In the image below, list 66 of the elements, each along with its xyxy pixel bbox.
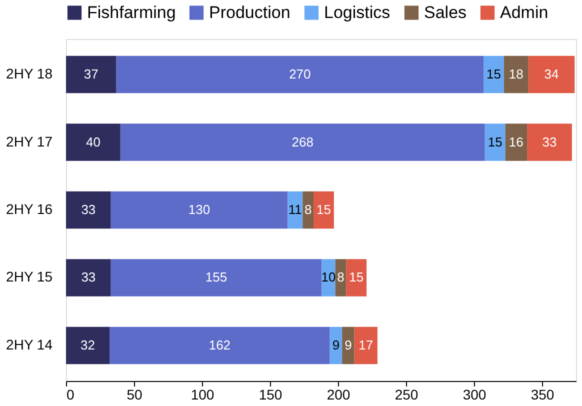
y-tick-label: 2HY 17 bbox=[6, 133, 53, 150]
data-label: 8 bbox=[304, 202, 312, 217]
bar bbox=[66, 124, 120, 161]
bar bbox=[66, 191, 111, 229]
data-label: 268 bbox=[292, 134, 314, 150]
data-label: 17 bbox=[358, 337, 374, 352]
x-tick-label: 350 bbox=[530, 386, 554, 402]
data-label: 9 bbox=[344, 337, 352, 352]
data-label: 16 bbox=[508, 134, 524, 150]
bar bbox=[484, 56, 504, 94]
x-tick-label: 150 bbox=[258, 386, 282, 402]
data-label: 162 bbox=[208, 337, 231, 352]
data-label: 40 bbox=[86, 134, 100, 150]
legend-label: Sales bbox=[424, 2, 467, 22]
x-tick-label: 200 bbox=[326, 386, 350, 402]
bar bbox=[302, 191, 314, 229]
data-label: 37 bbox=[84, 66, 98, 82]
bar bbox=[66, 326, 110, 364]
y-tick-label: 2HY 14 bbox=[6, 336, 53, 352]
data-label: 15 bbox=[349, 270, 364, 285]
data-label: 33 bbox=[81, 202, 96, 217]
data-label: 11 bbox=[288, 202, 302, 217]
bar bbox=[505, 124, 528, 161]
x-tick-label: 0 bbox=[66, 386, 74, 402]
data-label: 155 bbox=[205, 270, 228, 285]
data-label: 15 bbox=[316, 202, 331, 217]
data-label: 34 bbox=[544, 66, 559, 82]
legend-label: Admin bbox=[500, 2, 548, 22]
bar bbox=[110, 191, 288, 229]
bar bbox=[527, 124, 572, 161]
x-tick-label: 100 bbox=[190, 386, 214, 402]
data-label: 33 bbox=[542, 134, 557, 150]
legend-label: Production bbox=[209, 2, 290, 22]
bar bbox=[288, 191, 303, 229]
data-label: 10 bbox=[321, 270, 336, 285]
legend-label: Fishfarming bbox=[87, 2, 176, 22]
data-label: 15 bbox=[486, 66, 501, 82]
bar bbox=[66, 56, 116, 94]
bar bbox=[116, 56, 484, 94]
legend-label: Logistics bbox=[324, 2, 390, 22]
bar bbox=[528, 56, 575, 94]
bar bbox=[504, 56, 528, 94]
y-tick-label: 2HY 16 bbox=[6, 201, 53, 217]
bar bbox=[110, 326, 330, 364]
bar bbox=[484, 124, 506, 161]
data-label: 33 bbox=[81, 270, 96, 285]
y-tick-label: 2HY 18 bbox=[6, 66, 53, 82]
x-tick-label: 250 bbox=[394, 386, 418, 402]
y-tick-label: 2HY 15 bbox=[6, 268, 53, 285]
bar bbox=[322, 259, 336, 296]
data-label: 15 bbox=[488, 134, 502, 150]
bar bbox=[346, 259, 367, 296]
data-label: 270 bbox=[289, 66, 311, 82]
bar bbox=[120, 124, 485, 161]
data-label: 18 bbox=[508, 66, 524, 82]
bar bbox=[66, 259, 111, 296]
x-tick-label: 50 bbox=[126, 386, 142, 402]
bar bbox=[314, 191, 334, 229]
data-label: 9 bbox=[332, 337, 340, 352]
bar bbox=[110, 259, 322, 296]
bar bbox=[342, 326, 354, 364]
x-tick-label: 300 bbox=[462, 386, 486, 402]
data-label: 130 bbox=[188, 202, 210, 217]
data-label: 32 bbox=[80, 337, 95, 352]
data-label: 8 bbox=[337, 270, 344, 285]
bar bbox=[354, 326, 378, 364]
